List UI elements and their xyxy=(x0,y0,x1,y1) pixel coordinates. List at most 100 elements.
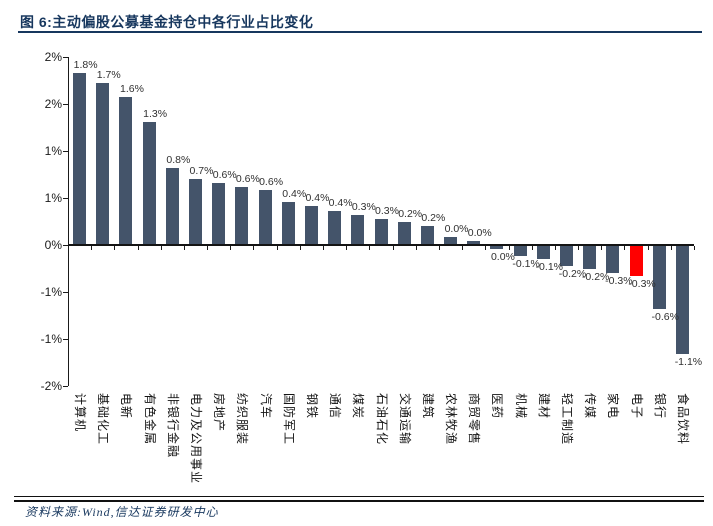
x-axis-label: 银行 xyxy=(652,393,667,420)
bar xyxy=(212,182,226,245)
footer-divider xyxy=(14,496,704,502)
x-axis-label: 电新 xyxy=(119,393,134,420)
x-axis-label: 轻工制造 xyxy=(559,393,574,446)
x-axis-tick xyxy=(253,246,255,250)
x-axis-tick xyxy=(346,246,348,250)
x-axis-label: 建筑 xyxy=(420,393,435,420)
y-axis-line xyxy=(68,57,69,386)
y-axis-tick xyxy=(63,245,68,246)
bar-value-label: 0.6% xyxy=(212,168,237,181)
x-axis-tick xyxy=(230,246,232,250)
bar xyxy=(559,246,573,266)
bar-highlighted xyxy=(629,246,643,277)
x-axis-label: 煤炭 xyxy=(351,393,366,420)
x-axis-zero-line xyxy=(68,244,694,246)
x-axis-label: 建材 xyxy=(536,393,551,420)
x-axis-label: 交通运输 xyxy=(397,393,412,446)
y-axis-tick xyxy=(63,386,68,387)
x-axis-tick xyxy=(485,246,487,250)
x-axis-tick xyxy=(554,246,556,250)
bar xyxy=(351,214,365,245)
bar-value-label: 0.0% xyxy=(444,223,469,236)
x-axis-label: 基础化工 xyxy=(96,393,111,446)
bar xyxy=(513,246,527,257)
bar-value-label: 1.6% xyxy=(119,83,144,96)
title-divider xyxy=(18,31,702,33)
bar xyxy=(583,246,597,269)
y-axis-label: -1% xyxy=(40,285,62,299)
bar-value-label: 0.2% xyxy=(398,208,423,221)
x-axis-tick xyxy=(462,246,464,250)
x-axis-tick xyxy=(114,246,116,250)
y-axis-label: 1% xyxy=(44,191,62,205)
x-axis-label: 家电 xyxy=(606,393,621,420)
y-axis-tick xyxy=(63,104,68,105)
bar xyxy=(420,226,434,245)
bar xyxy=(281,201,295,245)
y-axis-label: 1% xyxy=(44,144,62,158)
x-axis-tick xyxy=(207,246,209,250)
x-axis-tick xyxy=(601,246,603,250)
bar xyxy=(328,211,342,245)
bar xyxy=(73,72,87,245)
bar-value-label: -0.3% xyxy=(628,278,656,291)
source-note: 资料来源:Wind,信达证券研发中心 xyxy=(25,505,219,519)
x-axis-label: 非银行金融 xyxy=(165,393,180,459)
bar xyxy=(652,246,666,309)
y-axis-label: 0% xyxy=(44,238,62,252)
bar-value-label: 0.6% xyxy=(235,172,260,185)
bar-value-label: 1.7% xyxy=(96,69,121,82)
x-axis-tick xyxy=(369,246,371,250)
y-axis-label: 2% xyxy=(44,50,62,64)
x-axis-tick xyxy=(508,246,510,250)
x-axis-label: 商贸零售 xyxy=(467,393,482,446)
x-axis-label: 传媒 xyxy=(583,393,598,420)
bar-value-label: 0.0% xyxy=(490,250,515,263)
bar xyxy=(397,222,411,245)
x-axis-tick xyxy=(578,246,580,250)
x-axis-tick xyxy=(323,246,325,250)
bar xyxy=(444,237,458,245)
x-axis-tick xyxy=(91,246,93,250)
bar-value-label: -0.2% xyxy=(558,267,587,280)
bar-value-label: 0.6% xyxy=(259,176,284,189)
x-axis-tick xyxy=(160,246,162,250)
x-axis-tick xyxy=(624,246,626,250)
bar-value-label: -1.1% xyxy=(674,356,703,369)
bar xyxy=(165,167,179,245)
x-axis-tick xyxy=(438,246,440,250)
x-axis-tick xyxy=(276,246,278,250)
x-axis-label: 通信 xyxy=(328,393,343,420)
x-axis-tick xyxy=(183,246,185,250)
bar-value-label: -0.6% xyxy=(651,310,679,323)
x-axis-label: 电力及公用事业 xyxy=(189,393,204,485)
y-axis-tick xyxy=(63,151,68,152)
x-axis-tick xyxy=(299,246,301,250)
y-axis-label: -2% xyxy=(40,379,62,393)
bar xyxy=(374,218,388,245)
bar xyxy=(606,246,620,274)
y-axis-label: 2% xyxy=(44,97,62,111)
x-axis-tick xyxy=(68,246,69,250)
x-axis-label: 电子 xyxy=(629,393,644,420)
x-axis-label: 汽车 xyxy=(258,393,273,420)
bar-value-label: 0.2% xyxy=(421,212,446,225)
x-axis-label: 有色金属 xyxy=(142,393,157,446)
bar-value-label: -0.3% xyxy=(605,275,633,288)
bar xyxy=(536,246,550,260)
bar-value-label: 0.4% xyxy=(282,187,307,200)
bar-value-label: 0.4% xyxy=(305,192,330,205)
bar-value-label: 0.3% xyxy=(375,204,399,217)
x-axis-label: 医药 xyxy=(490,393,505,420)
x-axis-tick xyxy=(137,246,139,250)
y-axis-tick xyxy=(63,198,68,199)
bar xyxy=(258,190,272,245)
bar xyxy=(96,83,110,245)
bar-value-label: 1.8% xyxy=(73,58,98,71)
bar xyxy=(189,179,203,245)
x-axis-label: 国防军工 xyxy=(281,393,296,446)
x-axis-label: 石油石化 xyxy=(374,393,389,446)
figure-title: 图 6:主动偏股公募基金持仓中各行业占比变化 xyxy=(20,14,314,30)
